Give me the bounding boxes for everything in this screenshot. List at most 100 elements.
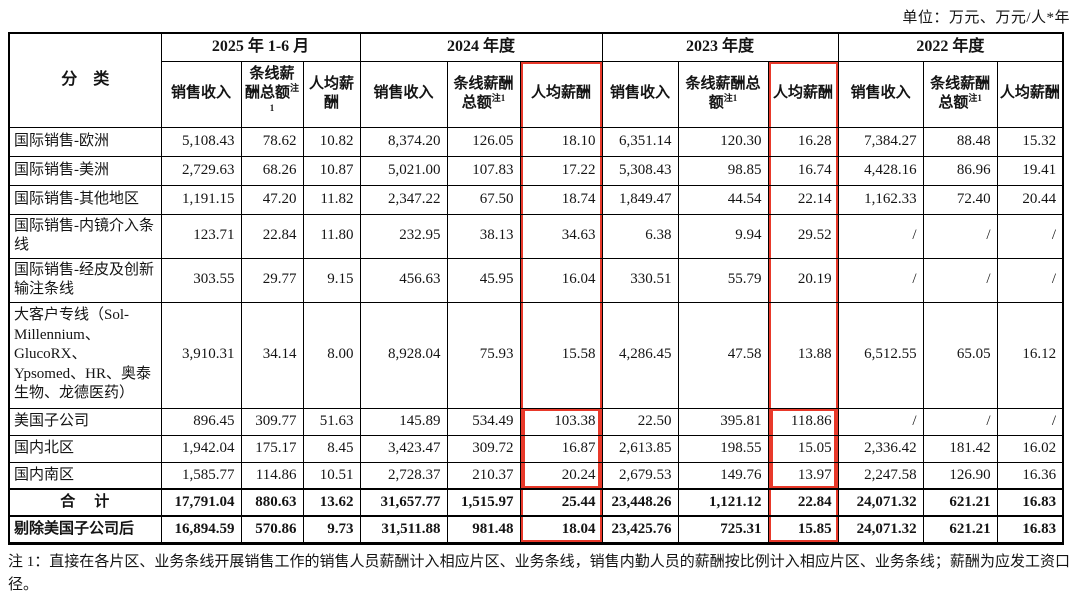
table-cell: 38.13 [446,213,521,259]
unit-note: 单位：万元、万元/人*年 [902,10,1070,26]
table-cell: 10.82 [302,126,361,157]
row-label: 国际销售-美洲 [8,155,162,186]
table-cell: 16.36 [996,461,1064,490]
footnote-marker: 注1 [269,83,300,113]
table-cell: 11.82 [302,184,361,215]
table-cell: 16.04 [519,257,603,303]
footnote-marker: 注1 [968,93,982,103]
table-cell: 3,423.47 [359,434,448,463]
table-cell: 11.80 [302,213,361,259]
table-row: 大客户专线（Sol-Millennium、GlucoRX、Ypsomed、HR、… [8,301,1064,409]
table-body: 国际销售-欧洲 5,108.43 78.62 10.82 8,374.20 126.05 1… [8,126,1064,544]
table-cell: 20.44 [996,184,1064,215]
column-header-label: 销售收入 [373,85,434,102]
table-cell: 15.32 [996,126,1064,157]
table-cell: 309.77 [240,407,304,436]
table-cell: 1,942.04 [160,434,242,463]
column-header: 条线薪酬总额注1 [677,60,769,128]
table-cell: 45.95 [446,257,521,303]
table-cell: 330.51 [601,257,679,303]
table-cell: 88.48 [922,126,998,157]
table-cell: 9.73 [302,515,361,544]
table-cell: 16.83 [996,515,1064,544]
period-header: 2024 年度 [359,32,603,62]
column-header-label: 条线薪酬总额 [685,75,761,112]
table-cell: 2,247.58 [837,461,924,490]
footnote: 注 1：直接在各片区、业务条线开展销售工作的销售人员薪酬计入相应片区、业务条线，… [8,553,1070,593]
table-cell: 8.00 [302,301,361,409]
table-cell: 309.72 [446,434,521,463]
table-cell: / [922,407,998,436]
table-cell: 47.20 [240,184,304,215]
table-cell: 570.86 [240,515,304,544]
year-header-row: 分 类 2025 年 1-6 月 2024 年度 2023 年度 2022 年度 [8,32,1064,128]
table-cell: 123.71 [160,213,242,259]
column-header: 人均薪酬 [996,60,1064,128]
table-cell: 9.15 [302,257,361,303]
column-header: 条线薪酬总额注1 [922,60,998,128]
table-cell: 6,512.55 [837,301,924,409]
table-cell: 10.51 [302,461,361,490]
table-cell: 621.21 [922,515,998,544]
column-header: 人均薪酬 [302,60,361,128]
table-cell: / [996,407,1064,436]
table-cell: 880.63 [240,488,304,517]
footnote-marker: 注1 [491,93,506,103]
table-cell: 1,515.97 [446,488,521,517]
table-cell: 8,374.20 [359,126,448,157]
row-label: 国际销售-经皮及创新输注条线 [8,257,162,303]
table-cell: 149.76 [677,461,769,490]
table-cell: 232.95 [359,213,448,259]
table-row: 国际销售-欧洲 5,108.43 78.62 10.82 8,374.20 126.05 1… [8,126,1064,157]
table-cell: / [837,407,924,436]
table-cell: 5,108.43 [160,126,242,157]
table-cell: 8,928.04 [359,301,448,409]
table-cell: 16,894.59 [160,515,242,544]
column-header-label: 条线薪酬总额 [930,75,991,112]
table-cell: 15.58 [519,301,603,409]
table-cell: 456.63 [359,257,448,303]
table-cell: 6,351.14 [601,126,679,157]
table-cell: 118.86 [767,407,839,436]
table-row: 剔除美国子公司后 16,894.59 570.86 9.73 31,511.88 981.… [8,515,1064,544]
column-header: 销售收入 [837,60,924,128]
period-header: 2025 年 1-6 月 [160,32,361,62]
table-cell: 2,729.63 [160,155,242,186]
table-cell: 2,613.85 [601,434,679,463]
row-label: 国际销售-欧洲 [8,126,162,157]
table-row: 美国子公司 896.45 309.77 51.63 145.89 534.49 103.38… [8,407,1064,436]
table-cell: 145.89 [359,407,448,436]
table-cell: 65.05 [922,301,998,409]
column-header-label: 销售收入 [850,85,911,102]
table-cell: 4,428.16 [837,155,924,186]
table-row: 国内南区 1,585.77 114.86 10.51 2,728.37 210.37 20.… [8,461,1064,490]
table-cell: 16.28 [767,126,839,157]
table-cell: 210.37 [446,461,521,490]
table-cell: 3,910.31 [160,301,242,409]
table-cell: 18.74 [519,184,603,215]
table-row: 国际销售-其他地区 1,191.15 47.20 11.82 2,347.22 67.50… [8,184,1064,215]
table-cell: 34.63 [519,213,603,259]
table-cell: 1,849.47 [601,184,679,215]
table-cell: 16.87 [519,434,603,463]
row-label: 国际销售-内镜介入条线 [8,213,162,259]
table-cell: 75.93 [446,301,521,409]
table-cell: 725.31 [677,515,769,544]
table-cell: 31,511.88 [359,515,448,544]
table-cell: 55.79 [677,257,769,303]
table-cell: 78.62 [240,126,304,157]
table-cell: / [922,257,998,303]
category-header: 分 类 [8,32,162,128]
table-cell: 68.26 [240,155,304,186]
table-cell: 17,791.04 [160,488,242,517]
table-cell: 4,286.45 [601,301,679,409]
table-cell: 19.41 [996,155,1064,186]
table-cell: 86.96 [922,155,998,186]
table-cell: 22.84 [767,488,839,517]
period-header: 2023 年度 [601,32,839,62]
table-cell: 24,071.32 [837,515,924,544]
table-cell: 44.54 [677,184,769,215]
column-header: 销售收入 [160,60,242,128]
table-cell: 16.12 [996,301,1064,409]
